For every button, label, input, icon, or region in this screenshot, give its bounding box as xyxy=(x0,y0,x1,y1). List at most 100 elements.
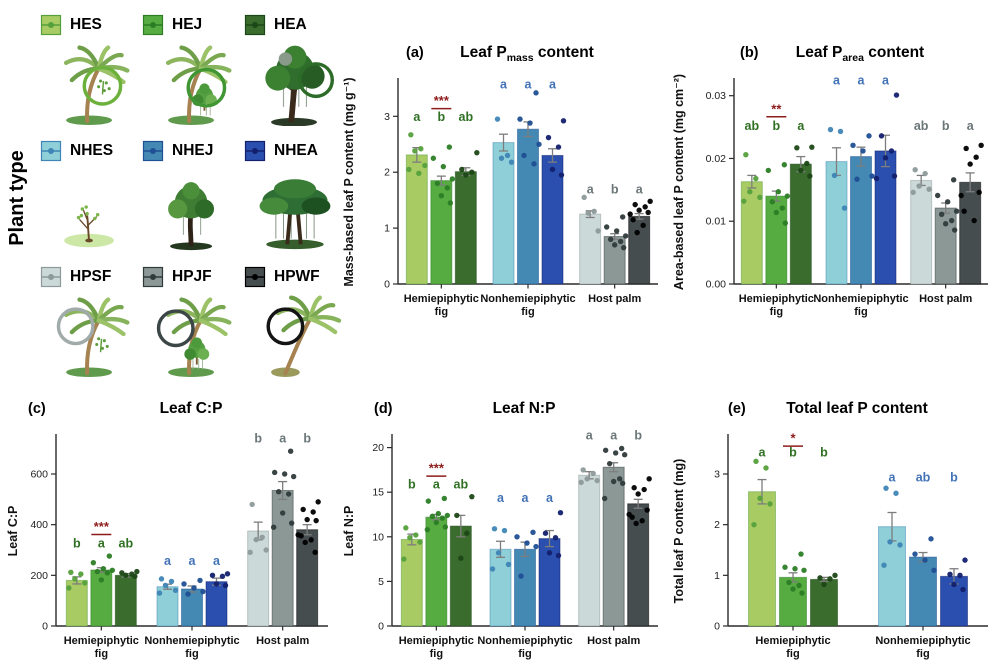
data-point xyxy=(530,529,536,536)
legend-key-icon xyxy=(244,140,266,162)
data-point xyxy=(809,144,815,150)
x-group-label: Host palm xyxy=(256,635,309,647)
bar-HEJ xyxy=(779,576,807,627)
legend-item-nhes: NHES xyxy=(40,140,140,252)
data-point xyxy=(619,214,626,220)
bar-chart-leaf-pmass: Mass-based leaf P content (mg g⁻¹) 0 1 2 3 He… xyxy=(342,77,658,318)
data-point xyxy=(300,506,306,513)
panel-letter: (c) xyxy=(28,401,46,417)
data-point xyxy=(469,169,475,175)
significance-letter: a xyxy=(858,73,866,87)
data-point xyxy=(976,189,982,196)
significance-letter: ab xyxy=(459,110,474,124)
y-tick-label: 200 xyxy=(30,570,48,582)
legend-item-label: HPWF xyxy=(274,268,320,285)
data-point xyxy=(463,172,469,178)
x-group-label: Nonhemiepiphytic xyxy=(813,293,908,305)
nonhemiepiphytic-fig-adult-tree-icon xyxy=(259,179,330,250)
x-group-label: Host palm xyxy=(588,293,641,305)
bar-HPWF xyxy=(628,215,651,285)
data-point xyxy=(926,186,932,192)
data-point xyxy=(891,173,898,179)
data-point xyxy=(878,133,885,139)
data-point xyxy=(429,513,436,519)
y-tick-label: 600 xyxy=(30,469,48,481)
y-tick-label: 0 xyxy=(384,279,390,291)
data-point xyxy=(757,194,763,201)
data-point xyxy=(308,537,314,543)
title-text: Leaf P xyxy=(460,44,507,61)
data-point xyxy=(181,581,187,587)
significance-letter: a xyxy=(882,73,890,87)
significance-letter: b xyxy=(942,119,950,133)
palm-with-epiphytic-fig-seedling-ring-icon xyxy=(63,45,129,126)
data-point xyxy=(947,571,953,578)
tree-art xyxy=(265,295,341,378)
plant-type-legend: Plant type HES HEJ HEA NHES NHEJ xyxy=(0,0,345,396)
data-point xyxy=(401,556,407,562)
data-point xyxy=(191,585,197,591)
x-group-label-line2: fig xyxy=(518,648,531,660)
data-point xyxy=(90,559,97,566)
nonhemiepiphytic-fig-seedling-icon xyxy=(63,205,114,248)
data-point xyxy=(767,501,773,507)
data-point xyxy=(893,490,899,496)
panel-letter: (d) xyxy=(374,401,393,417)
data-point xyxy=(757,495,763,502)
y-axis-label: Leaf N:P xyxy=(342,506,356,557)
title-subscript: mass xyxy=(506,52,534,65)
data-point xyxy=(222,582,229,589)
data-point xyxy=(958,192,964,199)
legend-item-label: NHEJ xyxy=(172,142,214,159)
significance-letter: b xyxy=(254,431,262,445)
x-group-label: Host palm xyxy=(919,293,972,305)
data-point xyxy=(403,525,409,531)
significance-letter: a xyxy=(759,445,767,459)
data-point xyxy=(438,192,445,199)
data-point xyxy=(887,539,893,545)
data-point xyxy=(912,167,918,173)
data-point xyxy=(417,539,423,545)
legend-key-icon xyxy=(142,266,164,288)
significance-letter: b xyxy=(408,478,416,492)
y-tick-label: 2 xyxy=(714,519,720,531)
sampling-ring-icon xyxy=(265,307,304,346)
y-tick-label: 0.00 xyxy=(706,279,727,291)
significance-letter: b xyxy=(438,110,446,124)
tree-art xyxy=(156,297,231,378)
data-point xyxy=(784,193,791,199)
data-point xyxy=(866,133,872,139)
significance-letter: a xyxy=(889,471,897,485)
bar-NHEA xyxy=(205,581,228,627)
palm-with-epiphytic-fig-juvenile-ring-icon xyxy=(165,45,231,126)
data-point xyxy=(552,534,559,541)
data-point xyxy=(631,485,637,491)
data-point xyxy=(753,175,759,182)
significance-stars: * xyxy=(790,431,796,446)
data-point xyxy=(591,208,597,215)
data-point xyxy=(775,189,782,195)
data-point xyxy=(916,183,922,189)
data-point xyxy=(610,478,617,485)
significance-letter: ab xyxy=(119,536,134,550)
data-point xyxy=(555,144,562,150)
data-point xyxy=(617,238,624,245)
x-group-label-line2: fig xyxy=(916,648,929,660)
y-tick-label: 3 xyxy=(384,111,390,123)
data-point xyxy=(100,566,107,572)
legend-key-icon xyxy=(40,14,62,36)
x-group-label-line2: fig xyxy=(854,306,867,318)
data-point xyxy=(508,159,515,165)
data-point xyxy=(464,530,470,536)
data-point xyxy=(416,170,422,177)
sampling-ring-icon xyxy=(82,65,122,106)
bar-HPSF xyxy=(910,179,933,285)
bar-HEJ xyxy=(425,516,448,627)
data-point xyxy=(763,465,769,471)
significance-letter: a xyxy=(98,536,106,550)
y-tick-label: 10 xyxy=(372,531,384,543)
data-point xyxy=(162,582,169,589)
data-point xyxy=(633,520,639,527)
data-point xyxy=(555,552,562,559)
bar-NHEA xyxy=(874,150,897,285)
